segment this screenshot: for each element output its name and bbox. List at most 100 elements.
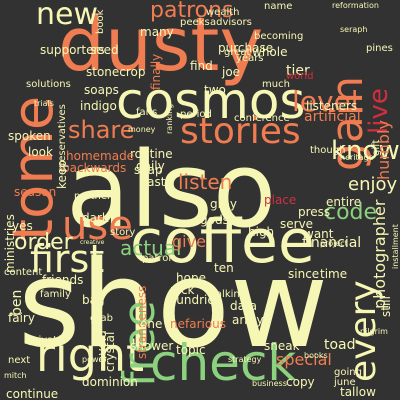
word-patrons: patrons — [150, 0, 234, 23]
word-reformation: reformation — [332, 1, 379, 10]
word-private: private — [28, 335, 64, 346]
word-find: find — [190, 59, 213, 73]
word-ranking: ranking — [165, 103, 174, 134]
word-becoming: becoming — [254, 31, 304, 42]
word-world: world — [286, 71, 314, 82]
word-gods: gods — [200, 213, 229, 227]
word-still: still — [379, 296, 393, 317]
word-want: want — [304, 227, 334, 241]
word-dominion: dominion — [82, 375, 138, 389]
word-hope: hope — [176, 271, 206, 285]
word-backwards: backwards — [62, 161, 127, 175]
word-installment: installment — [391, 224, 400, 269]
word-first: first — [30, 237, 105, 281]
word-purchase: purchase — [218, 41, 274, 55]
word-look: look — [28, 145, 53, 159]
word-stories: stories — [180, 111, 301, 152]
word-data: data — [230, 299, 258, 313]
word-high: high — [248, 225, 275, 239]
word-enjoy: enjoy — [348, 174, 398, 195]
word-know: know — [331, 136, 400, 166]
word-seed: seed — [90, 43, 119, 57]
word-order: order — [14, 230, 73, 255]
word-use: use — [62, 203, 133, 249]
word-creative: creative — [80, 239, 105, 246]
word-press: press — [298, 205, 331, 219]
word-show: show — [18, 236, 329, 375]
word-gray: gray — [210, 197, 238, 211]
word-homemade: homemade — [66, 149, 135, 163]
word-tier: tier — [286, 63, 310, 79]
word-bag: bag — [82, 293, 105, 307]
word-routine: routine — [130, 147, 173, 161]
word-daily: daily — [136, 159, 165, 173]
word-place: place — [264, 193, 297, 207]
word-listen: listen — [178, 170, 233, 194]
word-great: great — [224, 47, 251, 58]
word-heritage: heritage — [340, 153, 374, 162]
word-mitch: mitch — [4, 371, 27, 380]
word-whole: whole — [252, 45, 288, 59]
word-stonecrop: stonecrop — [86, 65, 146, 79]
word-sundries: sundries — [170, 293, 221, 307]
word-coffee: coffee — [130, 207, 315, 277]
word-new: new — [36, 0, 99, 32]
word-money: money — [128, 125, 156, 134]
word-special: special — [276, 350, 332, 369]
word-pilgrim: pilgrim — [360, 327, 388, 336]
word-crystal: crystal — [103, 331, 117, 372]
word-next: next — [8, 355, 31, 366]
word-going: going — [334, 367, 362, 378]
word-financial: financial — [302, 235, 362, 251]
word-time: time — [320, 267, 348, 281]
word-continue: continue — [6, 387, 59, 400]
word-books: books — [304, 351, 328, 360]
word-also: also — [66, 129, 277, 251]
word-code: code — [324, 200, 378, 225]
word-entire: entire — [326, 195, 362, 209]
word-many: many — [140, 25, 174, 39]
word-topic: topic — [176, 343, 206, 357]
word-listeners: listeners — [306, 99, 358, 113]
word-indigo: indigo — [80, 99, 117, 113]
word-two: two — [204, 83, 226, 97]
word-toad: toad — [324, 337, 356, 353]
word-tallow: tallow — [340, 385, 376, 399]
word-pines: pines — [366, 43, 393, 54]
word-nefarious: nefarious — [170, 317, 227, 331]
word-content: content — [4, 267, 43, 278]
word-much: much — [262, 79, 290, 90]
word-photographer: photographer — [370, 199, 389, 309]
word-one: one — [140, 317, 163, 331]
word-supporters: supporters — [40, 43, 105, 57]
word-right: right — [36, 328, 145, 382]
word-business: business — [252, 379, 287, 388]
word-seraph: seraph — [340, 25, 368, 34]
word-yes: yes — [12, 219, 33, 233]
word-fairy: fairy — [8, 311, 35, 325]
word-peeks: peeks — [180, 17, 210, 28]
word-level: level — [292, 85, 359, 118]
word-joe: joe — [222, 65, 241, 79]
word-artificial: artificial — [304, 109, 361, 125]
word-array: array — [232, 313, 264, 327]
word-serve: serve — [280, 217, 314, 231]
word-cosmos: cosmos — [116, 72, 306, 130]
word-since: since — [288, 267, 320, 281]
word-power: power — [82, 355, 107, 364]
word-finally: finally — [149, 53, 163, 90]
word-solutions: solutions — [26, 79, 71, 90]
word-period: period — [180, 109, 212, 120]
word-project: project — [320, 239, 348, 248]
word-years: years — [236, 53, 264, 64]
word-spoken: spoken — [8, 129, 51, 143]
word-trials: trials — [34, 99, 54, 108]
word-friends: friends — [42, 273, 84, 287]
word-give: give — [172, 232, 206, 251]
word-book: book — [95, 9, 106, 34]
word-gift: gift — [371, 139, 382, 156]
word-actual: actual — [120, 236, 182, 260]
word-shower: shower — [130, 339, 174, 353]
word-sneak: sneak — [264, 339, 300, 353]
